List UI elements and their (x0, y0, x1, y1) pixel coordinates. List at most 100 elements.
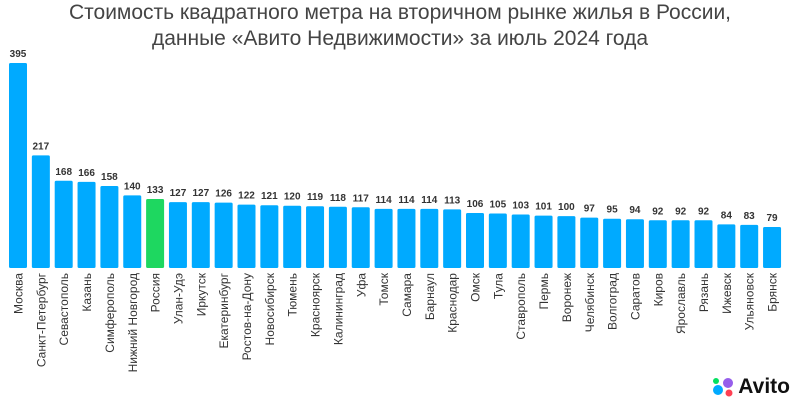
bar (100, 186, 119, 268)
data-label: 94 (629, 205, 641, 216)
data-label: 168 (55, 167, 72, 178)
avito-logo-text: Avito (738, 375, 790, 398)
data-label: 395 (10, 49, 27, 60)
data-label: 84 (721, 210, 733, 221)
category-label: Красноярск (309, 272, 323, 337)
chart-title: Стоимость квадратного метра на вторичном… (68, 1, 732, 24)
bar (625, 219, 644, 268)
data-label: 79 (766, 213, 778, 224)
bar (306, 206, 325, 268)
bar (488, 213, 507, 268)
bar (671, 220, 690, 268)
category-label: Ярославль (674, 273, 688, 334)
category-label: Екатеринбург (217, 272, 231, 348)
bar (214, 202, 233, 268)
category-label: Севастополь (57, 273, 71, 345)
data-label: 100 (558, 202, 575, 213)
data-label: 119 (307, 192, 324, 203)
data-label: 166 (78, 168, 95, 179)
category-label: Краснодар (446, 273, 460, 333)
data-label: 114 (376, 195, 393, 206)
category-label: Ставрополь (514, 273, 528, 340)
data-label: 133 (147, 185, 164, 196)
category-label: Нижний Новгород (126, 273, 140, 372)
bar (763, 227, 782, 268)
data-label: 140 (124, 181, 141, 192)
category-label: Ростов-на-Дону (240, 273, 254, 360)
bar (9, 63, 27, 268)
bar (397, 208, 416, 268)
category-label: Москва (12, 273, 26, 314)
avito-logo-icon (713, 378, 734, 397)
bar (146, 198, 165, 268)
category-label: Россия (149, 273, 163, 312)
category-label: Киров (651, 273, 665, 306)
data-label: 83 (744, 211, 756, 222)
category-label: Казань (80, 273, 94, 312)
bar (328, 206, 347, 268)
data-label: 92 (675, 206, 687, 217)
bar (717, 224, 736, 268)
data-label: 92 (652, 206, 664, 217)
category-label: Тюмень (286, 273, 300, 316)
category-label: Томск (377, 272, 391, 305)
bar (534, 215, 553, 268)
data-label: 106 (467, 199, 484, 210)
bar (31, 155, 50, 268)
category-label: Рязань (697, 273, 711, 312)
data-label: 118 (330, 193, 347, 204)
category-label: Челябинск (583, 272, 597, 332)
category-label: Самара (400, 273, 414, 317)
category-label: Улан-Удэ (171, 273, 185, 324)
bar (168, 202, 187, 268)
bar (694, 220, 713, 268)
data-label: 92 (698, 206, 710, 217)
category-label: Новосибирск (263, 272, 277, 345)
category-label: Иркутск (194, 272, 208, 316)
category-label: Ижевск (720, 272, 734, 314)
bar (740, 224, 759, 268)
category-label: Воронеж (560, 273, 574, 322)
bar (260, 205, 279, 268)
bar (557, 216, 576, 268)
data-label: 126 (215, 189, 232, 200)
bar (466, 212, 484, 268)
data-label: 97 (584, 204, 596, 215)
data-label: 127 (192, 188, 209, 199)
avito-logo: Avito (711, 375, 790, 399)
bar (191, 202, 210, 268)
category-label: Омск (469, 272, 483, 302)
category-label: Брянск (766, 272, 780, 312)
bar (237, 204, 256, 268)
data-label: 217 (33, 141, 50, 152)
category-label: Барнаул (423, 273, 437, 320)
bar (123, 195, 142, 268)
bar (420, 208, 439, 268)
bar (580, 217, 599, 268)
category-label: Симферополь (103, 273, 117, 353)
bar (77, 181, 96, 268)
category-label: Волгоград (606, 273, 620, 330)
data-label: 114 (398, 195, 415, 206)
bar (283, 205, 302, 268)
data-label: 122 (238, 191, 255, 202)
category-label: Санкт-Петербург (34, 272, 48, 367)
chart-subtitle: данные «Авито Недвижимости» за июль 2024… (151, 27, 649, 50)
data-label: 127 (170, 188, 187, 199)
category-label: Калининград (331, 273, 345, 345)
category-label: Тула (491, 273, 505, 299)
data-label: 117 (353, 193, 370, 204)
data-label: 101 (535, 202, 552, 213)
category-label: Пермь (537, 273, 551, 309)
category-label: Саратов (628, 273, 642, 320)
data-label: 95 (607, 205, 619, 216)
data-label: 103 (512, 201, 529, 212)
category-label: Ульяновск (743, 272, 757, 330)
data-label: 105 (490, 200, 507, 211)
bar (603, 218, 622, 268)
bar (374, 208, 393, 268)
data-label: 120 (284, 192, 301, 203)
data-label: 158 (101, 172, 118, 183)
